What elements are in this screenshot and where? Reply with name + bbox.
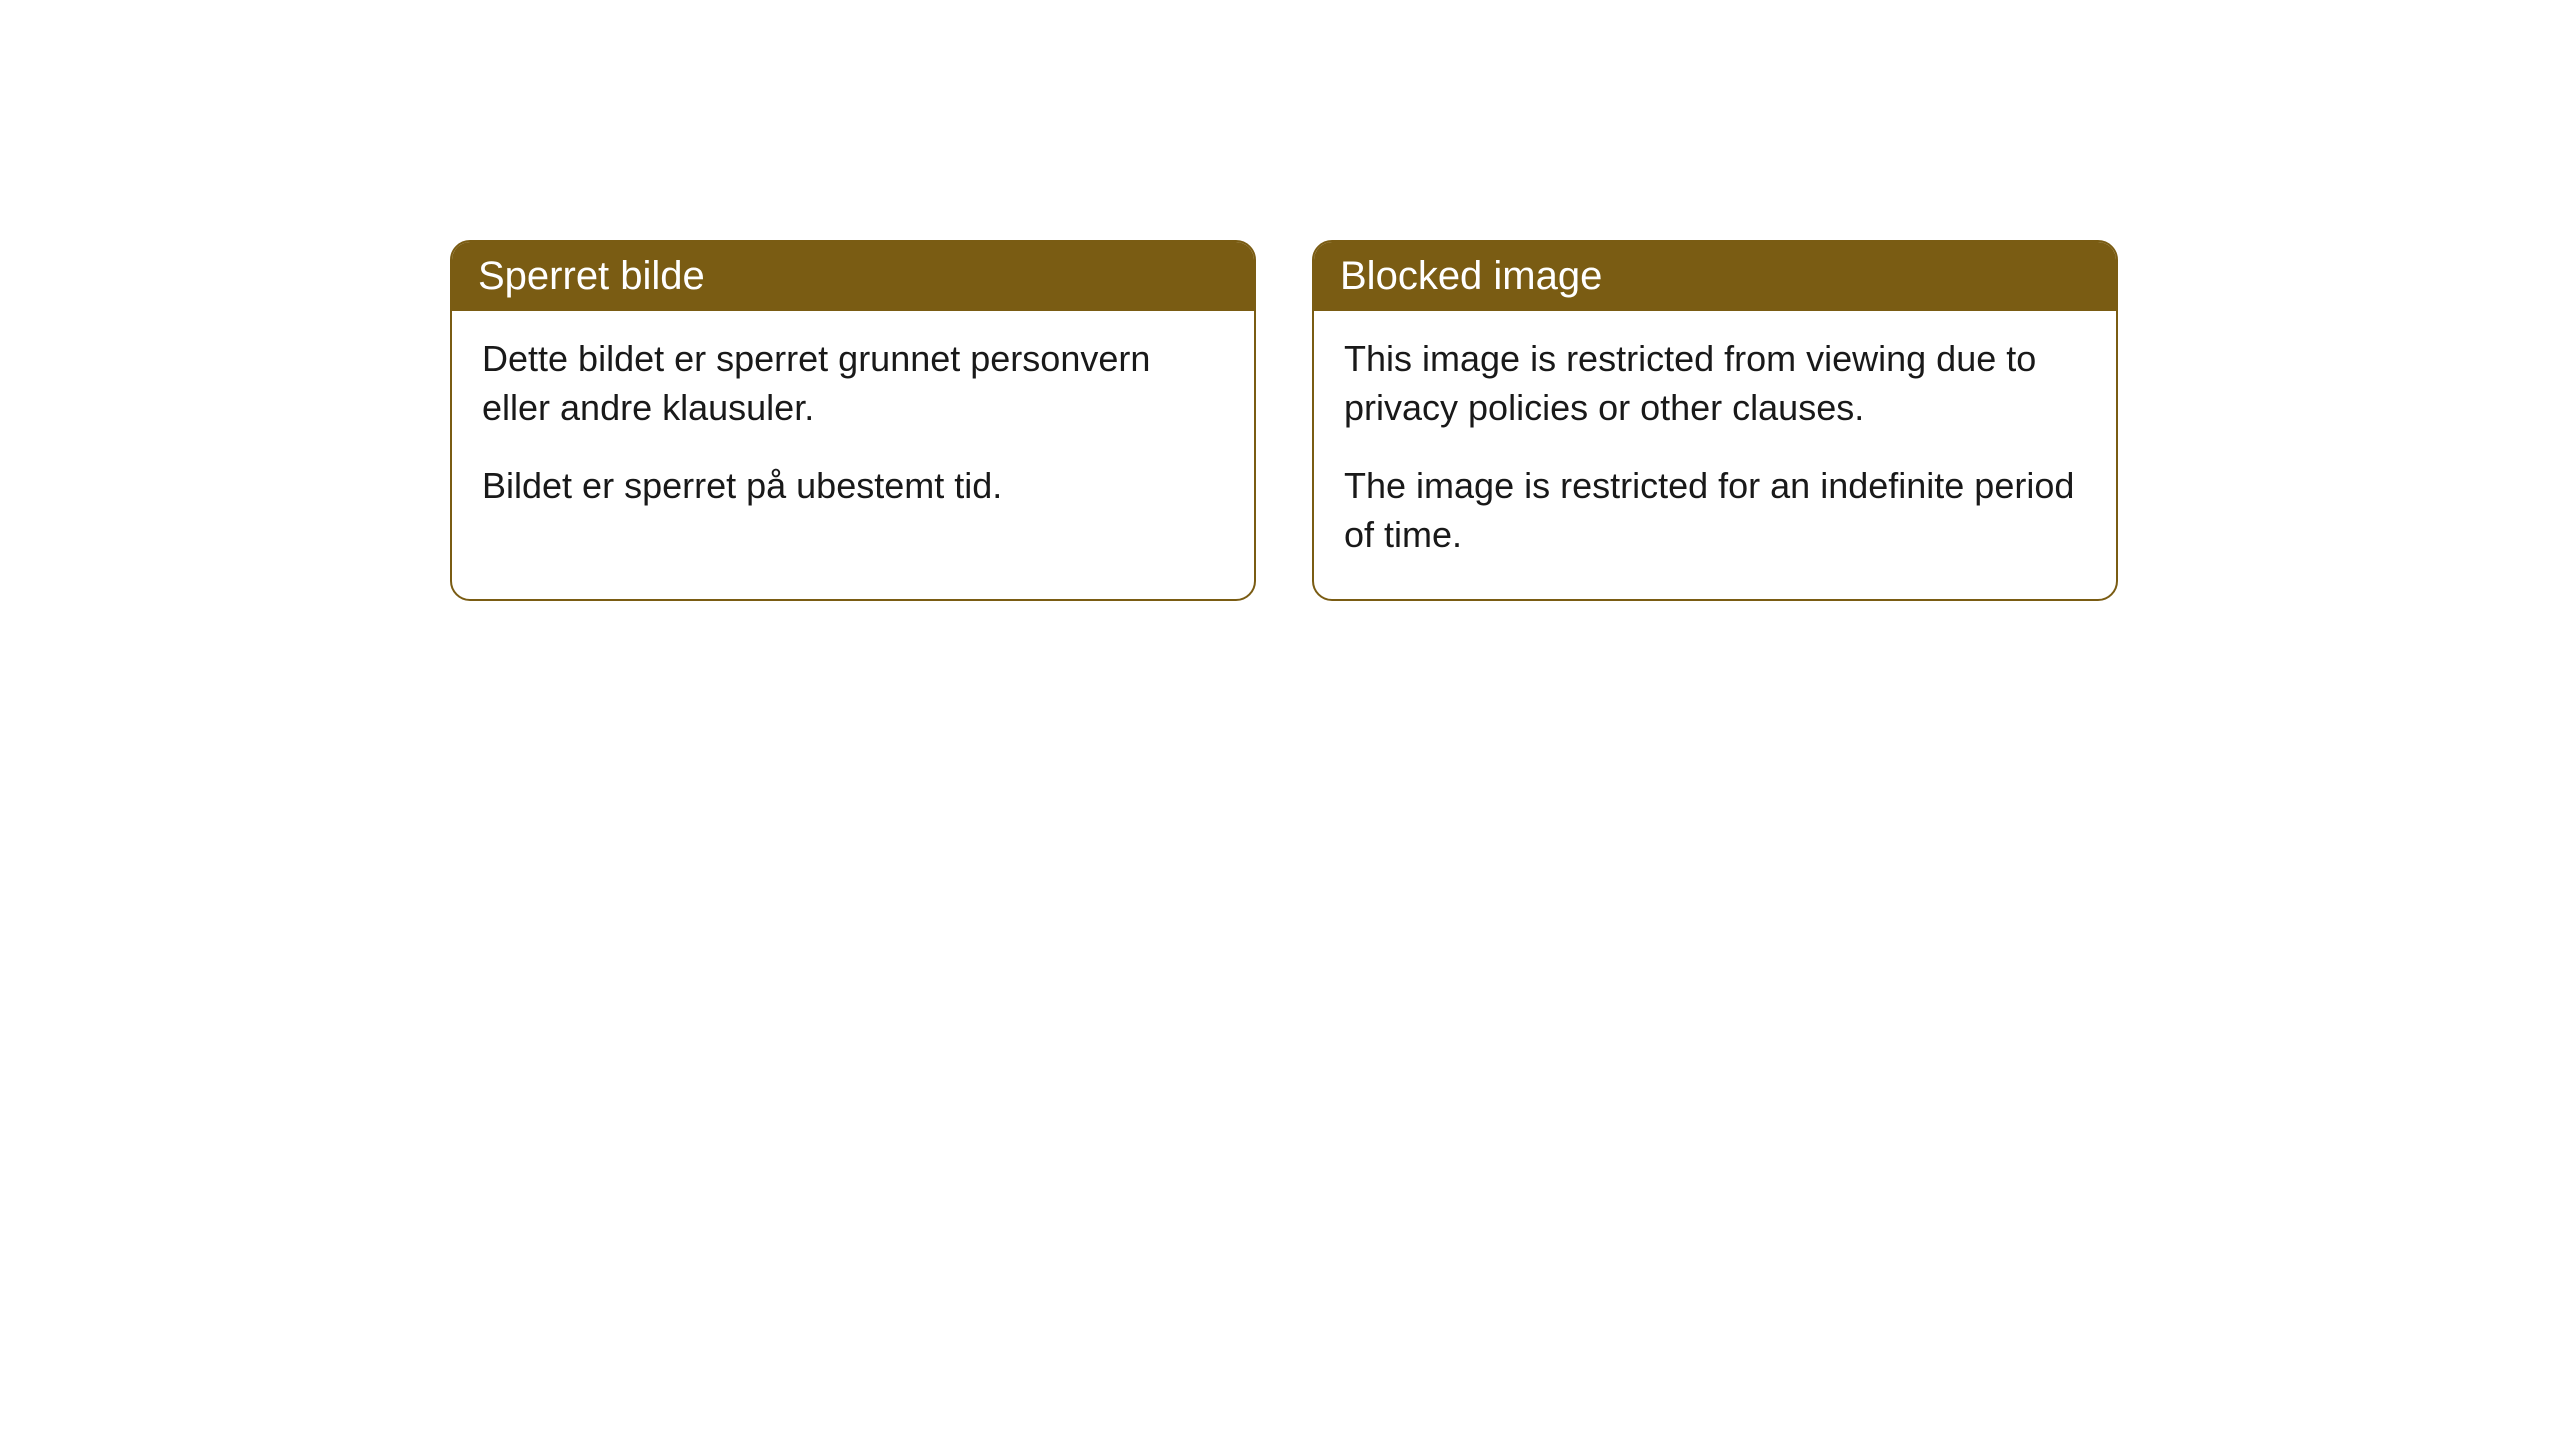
card-paragraph-en-2: The image is restricted for an indefinit… [1344, 462, 2086, 559]
card-header-en: Blocked image [1314, 242, 2116, 311]
blocked-image-card-no: Sperret bilde Dette bildet er sperret gr… [450, 240, 1256, 601]
card-paragraph-no-1: Dette bildet er sperret grunnet personve… [482, 335, 1224, 432]
card-title-no: Sperret bilde [478, 254, 705, 298]
card-body-no: Dette bildet er sperret grunnet personve… [452, 311, 1254, 551]
card-body-en: This image is restricted from viewing du… [1314, 311, 2116, 599]
card-paragraph-en-1: This image is restricted from viewing du… [1344, 335, 2086, 432]
card-header-no: Sperret bilde [452, 242, 1254, 311]
blocked-image-card-en: Blocked image This image is restricted f… [1312, 240, 2118, 601]
notice-cards-container: Sperret bilde Dette bildet er sperret gr… [0, 0, 2560, 601]
card-paragraph-no-2: Bildet er sperret på ubestemt tid. [482, 462, 1224, 511]
card-title-en: Blocked image [1340, 254, 1602, 298]
